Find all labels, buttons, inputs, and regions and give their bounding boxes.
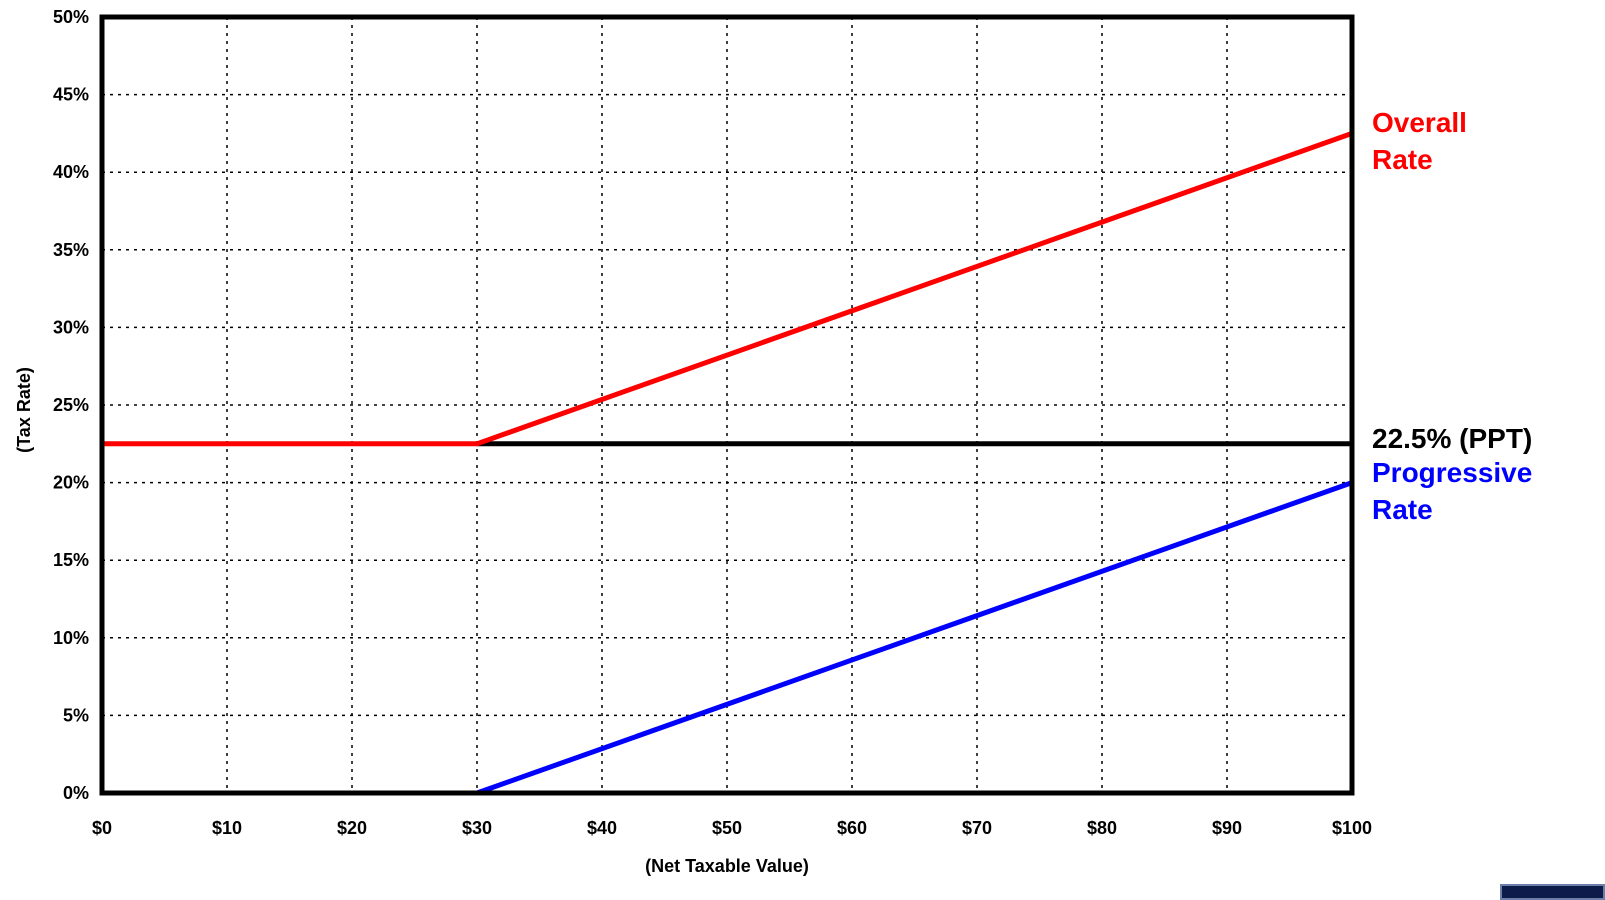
x-tick-label: $100 bbox=[1332, 818, 1372, 838]
x-tick-label: $10 bbox=[212, 818, 242, 838]
y-tick-label: 5% bbox=[63, 705, 89, 725]
y-tick-label: 35% bbox=[53, 240, 89, 260]
x-tick-label: $30 bbox=[462, 818, 492, 838]
y-tick-label: 15% bbox=[53, 550, 89, 570]
corner-graphic bbox=[1500, 884, 1605, 900]
series-line-progressive-rate bbox=[476, 480, 1353, 796]
series-label: Rate bbox=[1372, 494, 1433, 525]
y-tick-label: 40% bbox=[53, 162, 89, 182]
y-tick-label: 45% bbox=[53, 85, 89, 105]
x-tick-label: $70 bbox=[962, 818, 992, 838]
x-tick-label: $0 bbox=[92, 818, 112, 838]
series-labels: Overall Rate 22.5% (PPT)Progressive Rate bbox=[1372, 107, 1532, 525]
series-label: Overall bbox=[1372, 107, 1467, 138]
y-tick-label: 20% bbox=[53, 473, 89, 493]
y-tick-label: 30% bbox=[53, 317, 89, 337]
plot-frame bbox=[99, 14, 1355, 796]
y-tick-label: 50% bbox=[53, 7, 89, 27]
x-tick-label: $80 bbox=[1087, 818, 1117, 838]
x-tick-label: $40 bbox=[587, 818, 617, 838]
grid-lines bbox=[102, 17, 1352, 793]
x-tick-label: $60 bbox=[837, 818, 867, 838]
y-tick-labels: 0% 5% 10% 15% 20% 25% 30% 35% 40% 45% 50% bbox=[53, 7, 89, 803]
x-tick-labels: $0 $10 $20 $30 $40 $50 $60 $70 $80 $90 $100 bbox=[92, 818, 1372, 838]
series-label: 22.5% (PPT) bbox=[1372, 423, 1532, 454]
x-tick-label: $20 bbox=[337, 818, 367, 838]
y-axis-title: (Tax Rate) bbox=[14, 367, 34, 453]
y-tick-label: 10% bbox=[53, 628, 89, 648]
y-tick-label: 0% bbox=[63, 783, 89, 803]
series-label: Rate bbox=[1372, 144, 1433, 175]
y-tick-label: 25% bbox=[53, 395, 89, 415]
x-tick-label: $90 bbox=[1212, 818, 1242, 838]
series-label: Progressive bbox=[1372, 457, 1532, 488]
x-tick-label: $50 bbox=[712, 818, 742, 838]
x-axis-title: (Net Taxable Value) bbox=[645, 856, 809, 876]
series-line-overall-rate bbox=[102, 131, 1353, 447]
series-lines bbox=[102, 131, 1353, 796]
